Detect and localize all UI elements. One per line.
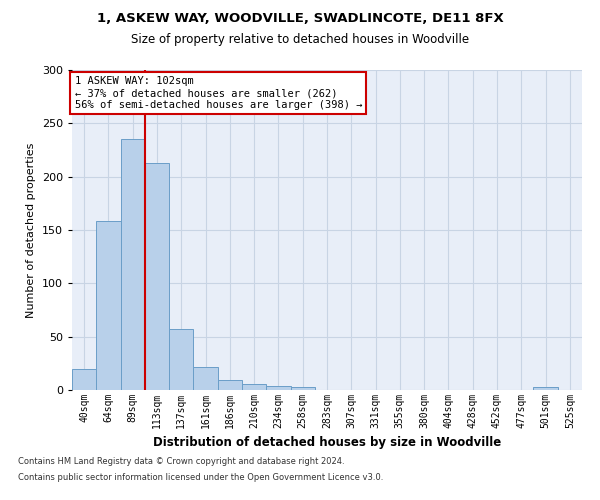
Bar <box>169 329 193 390</box>
Bar <box>72 368 96 390</box>
Text: Size of property relative to detached houses in Woodville: Size of property relative to detached ho… <box>131 32 469 46</box>
Bar <box>290 387 315 390</box>
Text: 1 ASKEW WAY: 102sqm
← 37% of detached houses are smaller (262)
56% of semi-detac: 1 ASKEW WAY: 102sqm ← 37% of detached ho… <box>74 76 362 110</box>
Bar <box>218 380 242 390</box>
Text: Contains public sector information licensed under the Open Government Licence v3: Contains public sector information licen… <box>18 472 383 482</box>
Bar <box>266 386 290 390</box>
Bar <box>533 387 558 390</box>
Bar <box>121 140 145 390</box>
Bar <box>145 163 169 390</box>
Text: 1, ASKEW WAY, WOODVILLE, SWADLINCOTE, DE11 8FX: 1, ASKEW WAY, WOODVILLE, SWADLINCOTE, DE… <box>97 12 503 26</box>
Bar <box>96 222 121 390</box>
X-axis label: Distribution of detached houses by size in Woodville: Distribution of detached houses by size … <box>153 436 501 450</box>
Bar <box>242 384 266 390</box>
Text: Contains HM Land Registry data © Crown copyright and database right 2024.: Contains HM Land Registry data © Crown c… <box>18 458 344 466</box>
Bar <box>193 366 218 390</box>
Y-axis label: Number of detached properties: Number of detached properties <box>26 142 36 318</box>
